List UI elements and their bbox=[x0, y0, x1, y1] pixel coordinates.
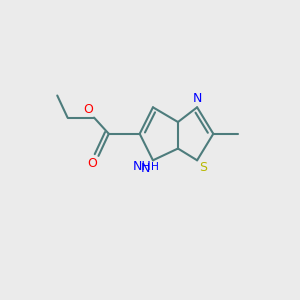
Text: N: N bbox=[193, 92, 202, 105]
Text: S: S bbox=[200, 161, 208, 175]
Text: N: N bbox=[141, 162, 151, 175]
Text: O: O bbox=[84, 103, 94, 116]
Text: O: O bbox=[87, 157, 97, 170]
Text: H: H bbox=[151, 162, 158, 172]
Text: NH: NH bbox=[132, 160, 151, 173]
